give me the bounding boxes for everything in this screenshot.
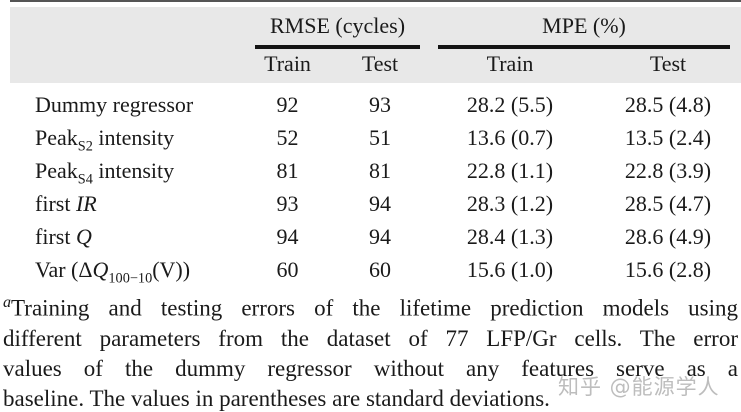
- rmse-train-value: 52: [276, 124, 299, 150]
- rmse-test-value: 93: [369, 91, 391, 117]
- row-label: first IR: [35, 190, 97, 216]
- row-label: Var (ΔQ100−10(V)): [35, 256, 191, 286]
- table-row-peak-s4: PeakS4 intensity 81 81 22.8 (1.1) 22.8 (…: [0, 154, 741, 187]
- subheader-rmse-test: Test: [361, 51, 399, 76]
- footnote-line-4: baseline. The values in parentheses are …: [3, 385, 550, 411]
- footnote-marker: a: [3, 294, 12, 311]
- mpe-train-value: 15.6 (1.0): [466, 256, 554, 282]
- footnote-line-1: aTraining and testing errors of the life…: [3, 294, 738, 321]
- table-header: RMSE (cycles) MPE (%) Train Test Train T…: [10, 7, 741, 83]
- mpe-train-value: 22.8 (1.1): [466, 157, 554, 183]
- watermark-zhihu: 知乎 @能源学人: [558, 375, 720, 399]
- column-group-mpe: MPE (%): [425, 7, 741, 49]
- row-label: Dummy regressor: [35, 91, 194, 117]
- column-group-rmse: RMSE (cycles): [240, 7, 425, 49]
- rmse-train-value: 93: [276, 190, 299, 216]
- rmse-test-value: 94: [369, 223, 391, 249]
- mpe-test-value: 13.5 (2.4): [624, 124, 712, 150]
- rmse-test-value: 51: [369, 124, 391, 150]
- row-label: PeakS2 intensity: [35, 124, 175, 154]
- mpe-train-value: 28.3 (1.2): [466, 190, 554, 216]
- mpe-train-value: 13.6 (0.7): [466, 124, 554, 150]
- subheader-rmse-train: Train: [264, 51, 311, 76]
- row-label: PeakS4 intensity: [35, 157, 175, 187]
- mpe-test-value: 15.6 (2.8): [624, 256, 712, 282]
- table-footnote: aTraining and testing errors of the life…: [0, 288, 741, 412]
- mpe-train-value: 28.4 (1.3): [466, 223, 554, 249]
- rmse-train-value: 81: [276, 157, 299, 183]
- rmse-train-value: 94: [276, 223, 299, 249]
- row-label: first Q: [35, 223, 92, 249]
- mpe-test-value: 28.5 (4.8): [624, 91, 712, 117]
- table-row-dummy-regressor: Dummy regressor 92 93 28.2 (5.5) 28.5 (4…: [0, 88, 741, 121]
- table-top-rule: [10, 0, 741, 2]
- column-group-row: RMSE (cycles) MPE (%): [10, 7, 741, 49]
- table-body: Dummy regressor 92 93 28.2 (5.5) 28.5 (4…: [0, 88, 741, 286]
- table-row-peak-s2: PeakS2 intensity 52 51 13.6 (0.7) 13.5 (…: [0, 121, 741, 154]
- column-subheader-row: Train Test Train Test: [10, 45, 741, 83]
- mpe-train-value: 28.2 (5.5): [466, 91, 554, 117]
- subheader-mpe-test: Test: [649, 51, 687, 76]
- table-row-first-ir: first IR 93 94 28.3 (1.2) 28.5 (4.7): [0, 187, 741, 220]
- subheader-mpe-train: Train: [486, 51, 534, 76]
- rmse-test-value: 94: [369, 190, 391, 216]
- mpe-test-value: 28.6 (4.9): [624, 223, 712, 249]
- rmse-train-value: 92: [276, 91, 299, 117]
- rmse-test-value: 60: [369, 256, 391, 282]
- table-row-first-q: first Q 94 94 28.4 (1.3) 28.6 (4.9): [0, 220, 741, 253]
- column-group-mpe-label: MPE (%): [542, 13, 626, 38]
- column-group-rmse-label: RMSE (cycles): [269, 13, 406, 38]
- mpe-test-value: 28.5 (4.7): [624, 190, 712, 216]
- footnote-line-3: values of the dummy regressor without an…: [3, 355, 738, 381]
- footnote-line-2: different parameters from the dataset of…: [3, 325, 738, 351]
- rmse-train-value: 60: [276, 256, 299, 282]
- mpe-test-value: 22.8 (3.9): [624, 157, 712, 183]
- table-row-var-dq: Var (ΔQ100−10(V)) 60 60 15.6 (1.0) 15.6 …: [0, 253, 741, 286]
- rmse-test-value: 81: [369, 157, 391, 183]
- spacer-cell: [10, 7, 240, 45]
